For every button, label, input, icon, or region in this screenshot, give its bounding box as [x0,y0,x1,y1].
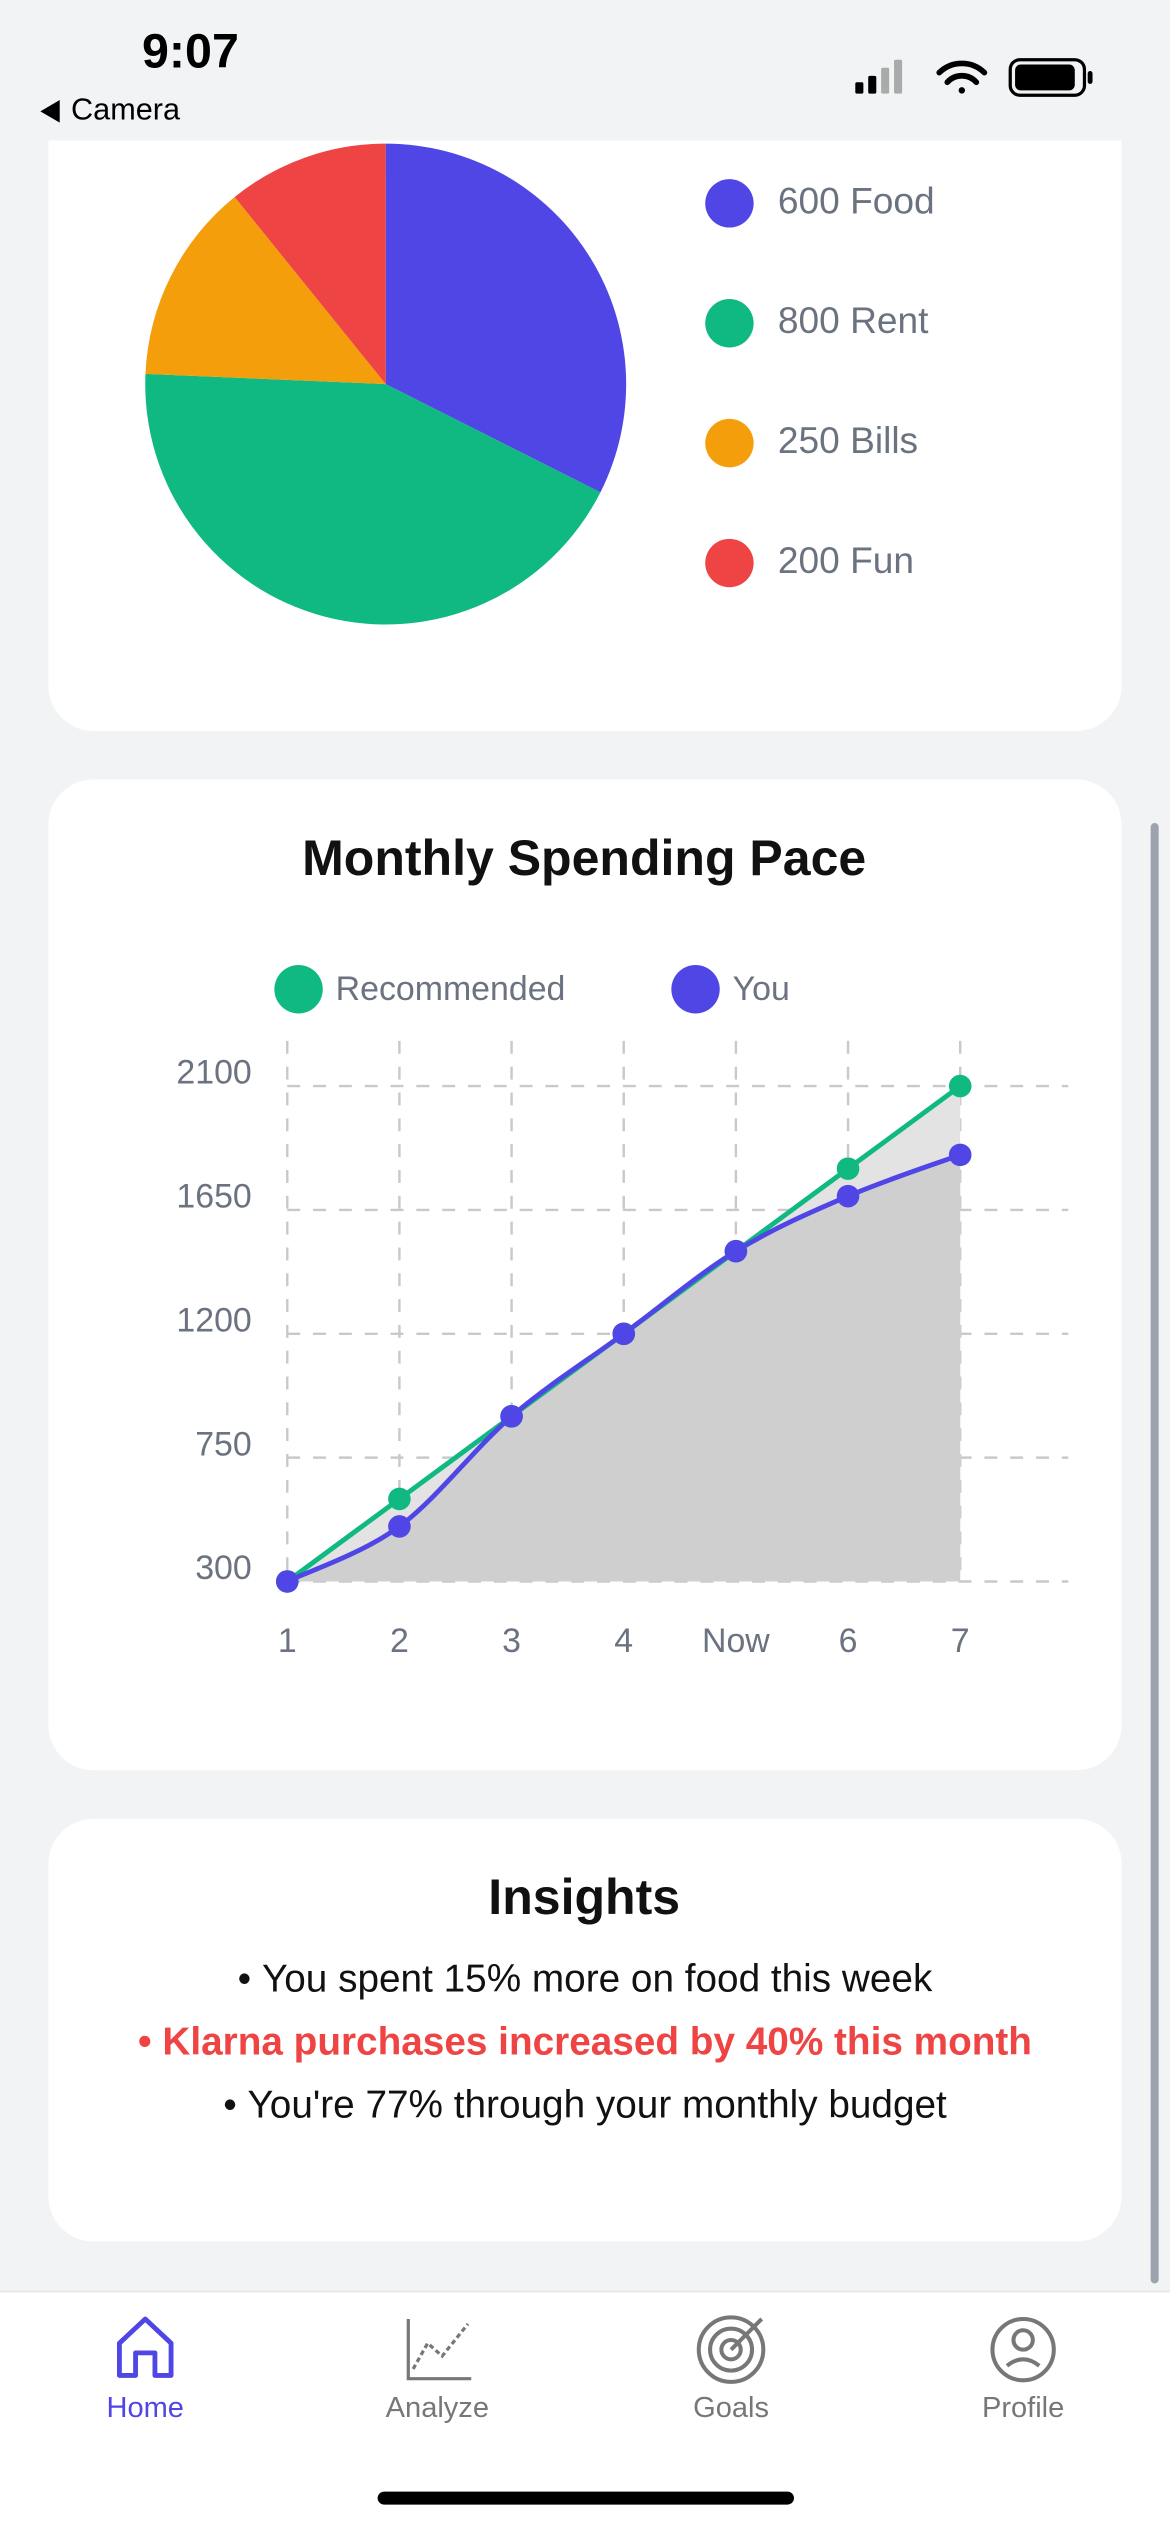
tab-label[interactable]: Home [107,2392,184,2424]
legend-swatch [705,179,754,228]
x-tick-label: 7 [951,1622,970,1660]
y-tick-label: 1650 [176,1178,251,1216]
back-label[interactable]: Camera [71,92,181,126]
insights-items: You spent 15% more on food this week Klar… [129,1954,1041,2130]
x-tick-label: 3 [502,1622,521,1660]
legend-label: You [733,970,790,1008]
point [836,1184,860,1208]
legend-label: 600 Food [778,179,935,221]
legend-value: 250 [778,419,840,461]
pie-slice [145,373,601,625]
tabs: Home Analyze Goals Profile [107,2315,1064,2424]
legend-swatch [705,418,754,468]
legend-label: 800 Rent [778,299,929,341]
legend-name: Fun [850,539,914,581]
line-chart: Recommended You 300 750 1200 1650 2100 1 2 3 4 Now 6… [176,965,1069,1660]
legend-value: 800 [778,299,840,341]
tab-label[interactable]: Analyze [386,2392,489,2424]
insight: You spent 15% more on food this week [129,1954,1041,2004]
legend-name: Bills [850,419,918,461]
point [948,1143,972,1167]
legend-swatch [705,299,754,348]
time: 9:07 [142,25,239,79]
legend-name: Food [850,179,935,221]
point [836,1157,860,1180]
profile-icon[interactable] [990,2316,1056,2383]
legend-swatch [274,965,323,1014]
point [388,1487,411,1511]
wifi-icon [936,60,988,94]
legend-swatch [705,538,754,588]
insights-title: Insights [488,1869,680,1925]
y-tick-label: 2100 [176,1054,251,1092]
point [500,1405,523,1428]
point [948,1074,972,1098]
point [388,1515,411,1538]
home-indicator [377,2491,794,2505]
y-tick-label: 750 [195,1425,252,1463]
battery-icon [1008,58,1093,97]
pie-slice [234,143,386,385]
legend-value: 200 [778,539,840,581]
legend-label: Recommended [336,970,566,1008]
x-tick-label: 1 [278,1622,297,1660]
legend-label: 200 Fun [778,539,914,581]
content: 600 Food 800 Rent 250 Bills 200 Fun Monthly… [48,65,1121,2242]
x-tick-label: 4 [614,1622,633,1660]
legend-swatch [671,965,720,1014]
back-arrow [40,100,60,123]
analyze-icon[interactable] [406,2318,472,2381]
goals-icon[interactable] [696,2315,766,2384]
point [275,1570,299,1593]
status-bar [0,0,1170,141]
chart-title: Monthly Spending Pace [302,830,866,886]
point [724,1239,748,1263]
insight: Klarna purchases increased by 40% this m… [129,2017,1041,2067]
pie-slice [145,196,386,385]
legend-value: 600 [778,179,840,221]
scrollbar [1150,823,1159,2284]
insight: You're 77% through your monthly budget [129,2080,1041,2130]
y-tick-label: 300 [195,1549,252,1587]
tab-label[interactable]: Goals [693,2392,769,2424]
pie-slice [385,143,627,493]
legend-label: 250 Bills [778,419,918,461]
home-icon[interactable] [117,2316,174,2378]
x-tick-label: 2 [390,1622,409,1660]
y-tick-label: 1200 [176,1301,251,1339]
x-tick-label: Now [702,1622,770,1660]
insights-list: You spent 15% more on food this week Klar… [129,1954,1041,2228]
pie-chart: 600 Food 800 Rent 250 Bills 200 Fun [145,143,935,625]
point [612,1322,636,1346]
signal-icon [855,59,903,94]
x-tick-label: 6 [839,1622,858,1660]
legend-name: Rent [850,299,929,341]
tab-label[interactable]: Profile [982,2392,1064,2424]
